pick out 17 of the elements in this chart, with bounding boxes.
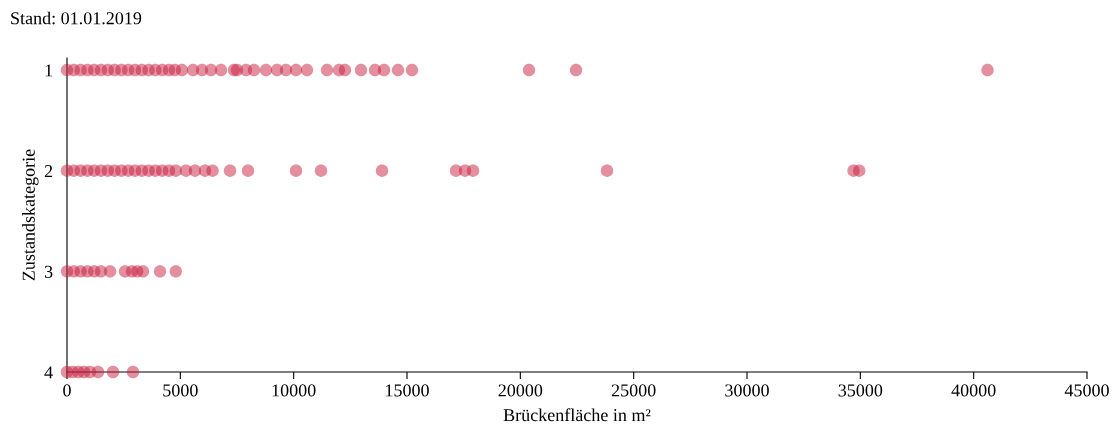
text: Stand: 01.01.2019 [11, 11, 142, 25]
x-tick-label: 20000 [498, 384, 543, 397]
x-axis-title: Brückenfläche in m² [503, 408, 651, 422]
x-tick-label: 25000 [611, 384, 656, 397]
y-axis-title: Zustandskategorie [22, 149, 39, 281]
x-tick-label: 30000 [725, 384, 769, 397]
y-tick-label: 4 [44, 366, 53, 379]
x-tick-label: 45000 [1064, 384, 1109, 397]
x-tick-label: 15000 [386, 384, 429, 397]
x-tick-label: 0 [63, 384, 71, 397]
x-tick-label: 10000 [272, 384, 316, 397]
y-tick-label: 2 [44, 165, 53, 177]
y-tick-label: 1 [45, 64, 53, 77]
x-tick-label: 5000 [163, 384, 198, 397]
x-tick-label: 35000 [838, 384, 883, 397]
y-tick-label: 3 [44, 265, 53, 278]
x-tick-label: 40000 [951, 384, 996, 397]
